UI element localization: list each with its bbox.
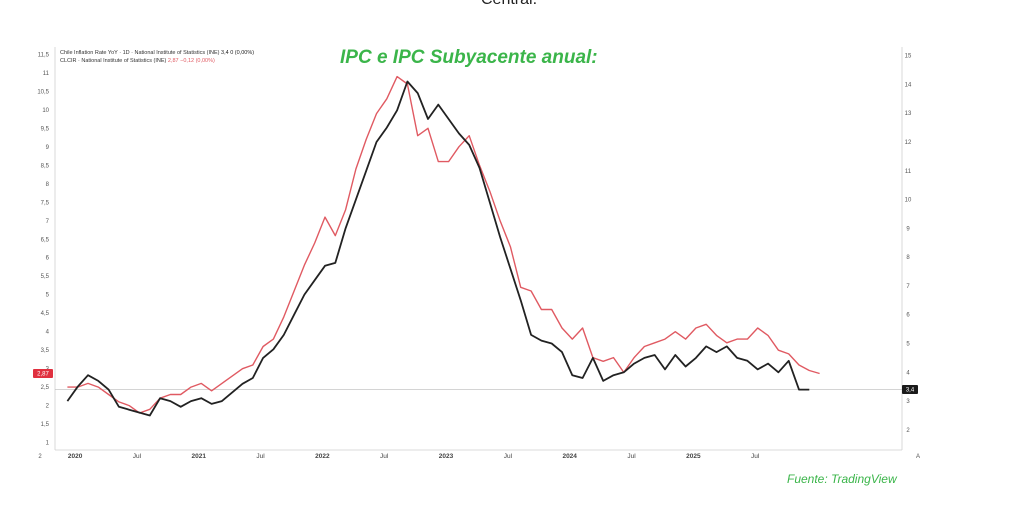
chart-frame [54,47,903,451]
x-tick-label: 2021 [192,453,207,460]
right-tick-label: 9 [906,226,910,232]
chart-legend: Chile Inflation Rate YoY · 1D · National… [60,50,254,64]
right-tick-label: 4 [906,370,910,376]
right-axis-ticks: 2 3 4 5 6 7 8 9 10 11 12 13 14 15 A [905,54,920,460]
left-tick-label: 2,5 [41,385,50,391]
left-tick-label: 6 [46,256,50,262]
right-corner-label: A [916,454,920,460]
headline-inflation-line [66,80,810,417]
left-tick-label: 8 [46,182,50,188]
legend-entry: CLCIR · National Institute of Statistics… [60,58,215,64]
right-tick-label: 11 [905,169,912,175]
right-last-value-badge [902,385,918,395]
right-tick-label: 13 [905,111,912,117]
core-inflation-line [67,75,820,414]
x-tick-label: Jul [133,453,142,460]
left-tick-label: 3,5 [41,348,50,354]
x-axis-ticks: 2020 Jul 2021 Jul 2022 Jul 2023 Jul 2024 Jul 2025 J… [68,453,760,460]
left-tick-label: 10,5 [37,89,49,95]
left-tick-label: 7,5 [41,200,50,206]
x-tick-label: Jul [751,453,760,460]
right-tick-label: 2 [906,428,910,434]
left-tick-label: 11,5 [38,52,50,58]
left-tick-label: 4,5 [41,311,50,317]
left-tick-label: 9,5 [41,126,50,132]
left-tick-label: 10 [42,108,49,114]
right-tick-label: 10 [905,198,912,204]
left-tick-label: 2 [46,404,50,410]
right-tick-label: 7 [906,284,910,290]
left-tick-label: 1 [46,441,50,447]
x-tick-label: 2023 [439,453,454,460]
x-tick-label: Jul [256,453,265,460]
series-lines [66,75,820,417]
left-tick-label: 4 [46,330,50,336]
left-tick-label: 5,5 [41,274,50,280]
legend-entry: Chile Inflation Rate YoY · 1D · National… [60,50,254,56]
right-tick-label: 14 [905,82,912,88]
left-tick-label: 6,5 [41,237,50,243]
x-tick-label: 2024 [562,453,577,460]
left-last-value-badge [33,368,53,378]
x-tick-label: 2020 [68,453,83,460]
x-tick-label: Jul [380,453,389,460]
right-tick-label: 3 [906,399,910,405]
x-tick-label: Jul [627,453,636,460]
left-tick-label: 11 [43,71,50,77]
right-tick-label: 5 [906,341,910,347]
left-corner-label: 2 [38,454,42,460]
right-tick-label: 6 [906,313,910,319]
right-tick-label: 8 [906,255,910,261]
left-last-value-text: 2,87 [37,371,49,377]
right-last-value-text: 3,4 [906,388,915,394]
right-tick-label: 12 [905,140,912,146]
right-tick-label: 15 [905,54,912,60]
left-tick-label: 8,5 [41,163,50,169]
left-tick-label: 1,5 [41,422,50,428]
x-tick-label: 2022 [315,453,330,460]
left-axis-ticks: 11,522,533,544,555,566,577,588,599,51010… [37,52,49,460]
left-tick-label: 9 [46,145,50,151]
left-tick-label: 7 [46,219,50,225]
left-tick-label: 5 [46,293,50,299]
x-tick-label: 2025 [686,453,701,460]
x-tick-label: Jul [504,453,513,460]
chart-title: IPC e IPC Subyacente anual: [340,47,598,68]
source-note: Fuente: TradingView [787,472,897,486]
last-value-labels: 2,87 3,4 [33,368,918,395]
header-text-fragment: Central. [0,0,1018,9]
